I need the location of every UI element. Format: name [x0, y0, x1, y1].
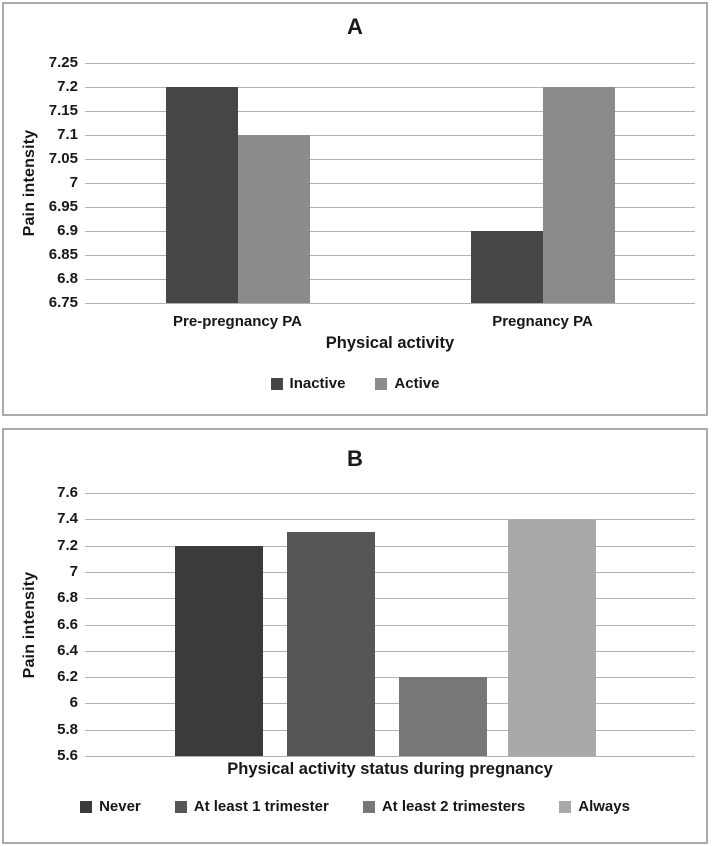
gridline [85, 159, 695, 160]
bar-pre-pregnancy-pa-inactive [165, 87, 238, 303]
gridline [85, 87, 695, 88]
legend-swatch-icon [375, 377, 388, 390]
y-tick-label: 7.05 [48, 150, 78, 167]
gridline [85, 63, 695, 64]
y-tick-label: 7.15 [48, 102, 78, 119]
bar-never [175, 545, 263, 756]
chart-a-legend: Inactive Active [4, 375, 706, 392]
y-tick-label: 7.2 [57, 78, 78, 95]
legend-swatch-icon [362, 800, 375, 813]
y-tick-label: 7.2 [57, 536, 78, 554]
gridline [85, 255, 695, 256]
gridline [85, 493, 695, 494]
gridline [85, 183, 695, 184]
bar-at-least-2-trimesters [399, 677, 487, 756]
gridline [85, 650, 695, 652]
y-tick-label: 6.85 [48, 246, 78, 263]
y-tick-label: 6.95 [48, 198, 78, 215]
y-tick-label: 6.2 [57, 668, 78, 686]
gridline [85, 111, 695, 112]
panel-b: B Pain intensity 7.6 7.4 7.2 7 6.8 6.6 6.4 6.2 6… [2, 428, 708, 844]
gridline [85, 677, 695, 679]
legend-swatch-icon [559, 800, 572, 813]
legend-item-at-least-2-trimesters: At least 2 trimesters [362, 798, 526, 815]
y-tick-label: 5.6 [57, 747, 78, 764]
y-tick-label: 7.1 [57, 126, 78, 143]
legend-label: At least 1 trimester [193, 798, 329, 815]
y-tick-label: 7 [69, 174, 78, 191]
gridline [85, 135, 695, 136]
chart-a-x-axis-label: Physical activity [325, 334, 455, 352]
y-tick-label: 7.6 [57, 484, 78, 501]
bar-always [508, 519, 596, 756]
gridline [85, 519, 695, 521]
gridline [85, 207, 695, 208]
legend-label: Active [394, 375, 440, 392]
x-category-label-pregnancy-pa: Pregnancy PA [492, 313, 593, 330]
legend-label: Never [99, 798, 141, 815]
bar-pregnancy-pa-active [542, 87, 615, 303]
chart-b-x-axis-label: Physical activity status during pregnanc… [227, 760, 553, 778]
x-category-label-pre-pregnancy-pa: Pre-pregnancy PA [173, 313, 302, 330]
chart-b-legend: Never At least 1 trimester At least 2 trim… [4, 798, 706, 815]
gridline [85, 545, 695, 547]
y-tick-label: 6.8 [57, 589, 78, 607]
gridline [85, 571, 695, 573]
y-tick-label: 6 [69, 694, 78, 712]
gridline [85, 303, 695, 304]
gridline [85, 756, 695, 757]
legend-item-at-least-1-trimester: At least 1 trimester [174, 798, 329, 815]
y-tick-label: 5.8 [57, 720, 78, 738]
gridline [85, 231, 695, 232]
legend-label: Always [578, 798, 630, 815]
panel-a: A Pain intensity 7.25 7.2 7.15 7.1 7.05 7 6.95… [2, 2, 708, 416]
chart-b-title: B [347, 446, 363, 471]
y-tick-label: 6.75 [48, 294, 78, 311]
legend-label: At least 2 trimesters [381, 798, 526, 815]
legend-item-active: Active [375, 375, 439, 392]
y-tick-label: 6.4 [57, 641, 78, 659]
gridline [85, 279, 695, 280]
chart-a-title: A [347, 14, 363, 39]
y-tick-label: 6.6 [57, 615, 78, 633]
legend-label: Inactive [289, 375, 346, 392]
legend-item-inactive: Inactive [270, 375, 346, 392]
legend-swatch-icon [174, 800, 187, 813]
gridline [85, 729, 695, 731]
gridline [85, 598, 695, 600]
legend-item-always: Always [559, 798, 630, 815]
bar-at-least-1-trimester [287, 532, 375, 756]
gridline [85, 703, 695, 705]
legend-swatch-icon [80, 800, 93, 813]
gridline [85, 624, 695, 626]
y-tick-label: 6.8 [57, 270, 78, 287]
y-tick-label: 7 [69, 562, 78, 580]
bar-pre-pregnancy-pa-active [237, 135, 310, 303]
legend-swatch-icon [270, 377, 283, 390]
y-tick-label: 7.25 [48, 54, 78, 71]
y-tick-label: 6.9 [57, 222, 78, 239]
bar-pregnancy-pa-inactive [470, 231, 543, 303]
y-tick-label: 7.4 [57, 510, 78, 528]
legend-item-never: Never [80, 798, 141, 815]
